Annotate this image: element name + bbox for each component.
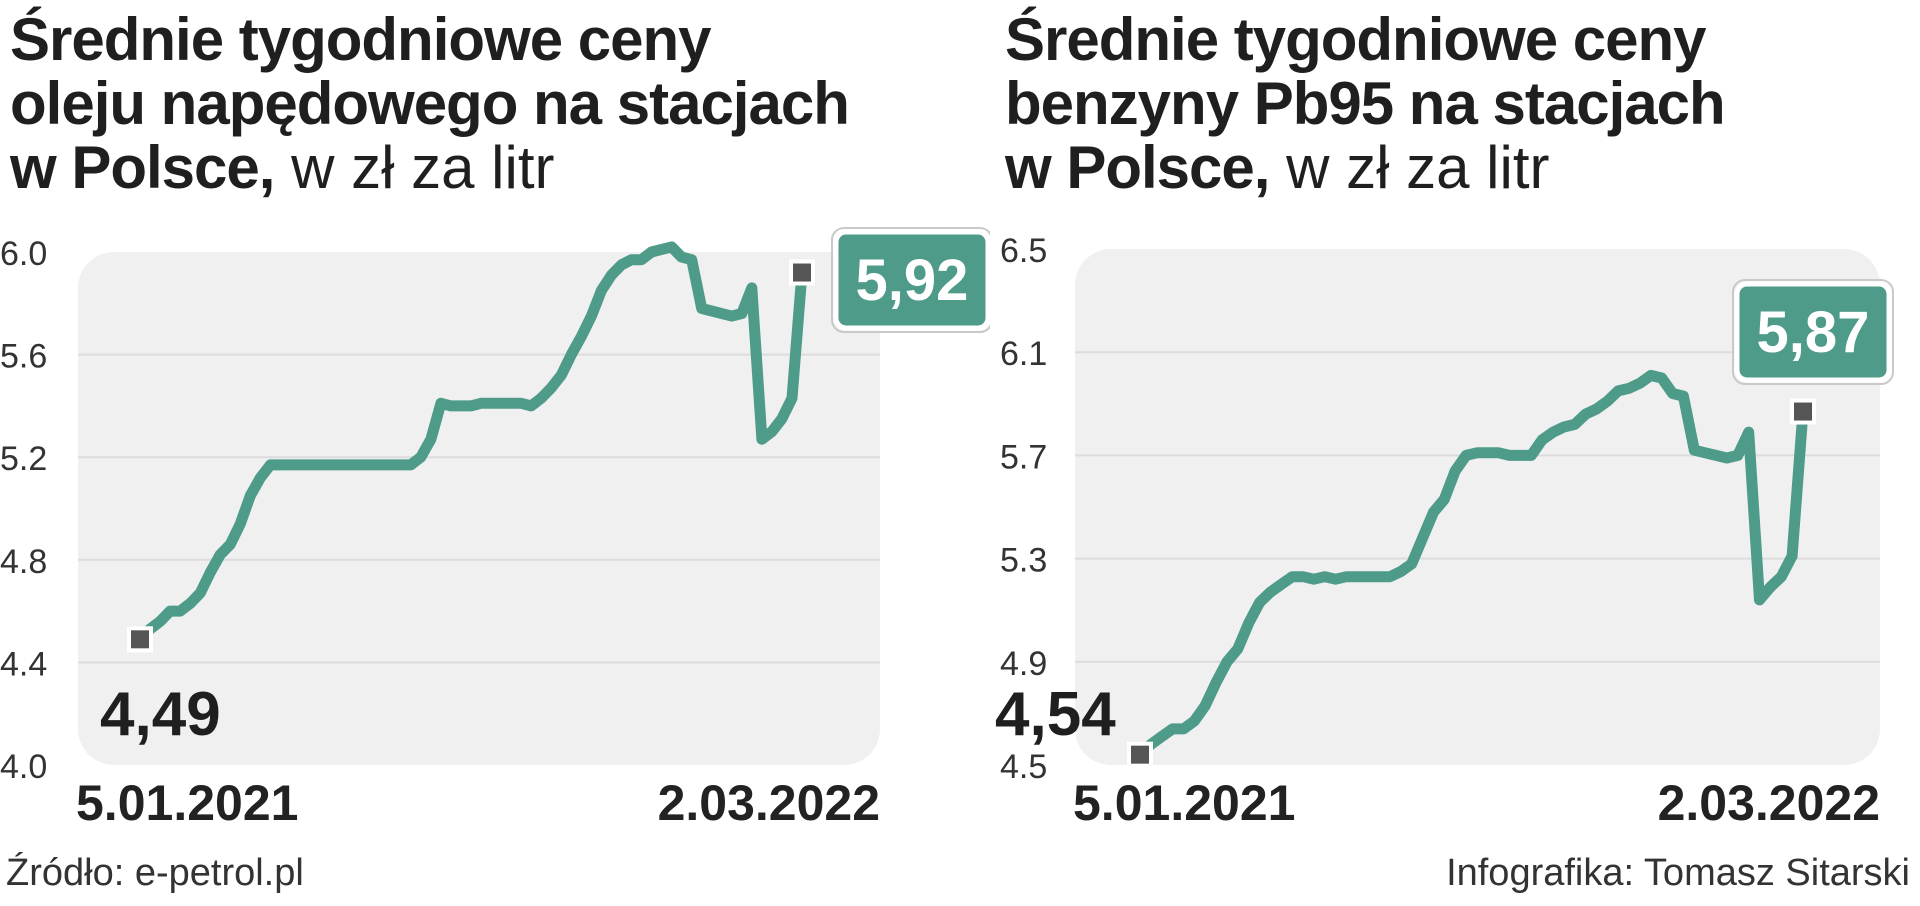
y-tick-label: 5.7	[1000, 438, 1047, 476]
plot-background	[78, 252, 880, 765]
start-value-label: 4,54	[995, 680, 1116, 749]
series-line	[134, 241, 808, 645]
end-value-badge-outline	[1732, 279, 1894, 385]
title-line-2: benzyny Pb95 na stacjach	[1005, 70, 1726, 137]
end-value-badge	[1734, 281, 1892, 383]
end-value-badge	[833, 229, 990, 331]
end-value-label: 5,92	[856, 248, 969, 313]
y-tick-label: 4.5	[1000, 748, 1047, 786]
y-tick-label: 4.8	[0, 543, 47, 581]
end-value-badge-outline	[831, 227, 990, 333]
title-line-1: Średnie tygodniowe ceny	[10, 6, 711, 73]
y-tick-label: 4.0	[0, 748, 47, 786]
title-line-3: w Polsce,	[10, 134, 275, 201]
x-end-label: 2.03.2022	[658, 775, 880, 831]
start-point-marker	[127, 626, 153, 653]
source-note: Źródło: e-petrol.pl	[6, 852, 304, 894]
y-tick-label: 6.1	[1000, 335, 1047, 373]
start-value-label: 4,49	[100, 680, 221, 749]
end-point-marker	[1790, 398, 1816, 425]
y-tick-label: 4.9	[1000, 645, 1047, 683]
x-end-label: 2.03.2022	[1658, 775, 1880, 831]
end-value-label: 5,87	[1757, 300, 1870, 365]
petrol-chart-title: Średnie tygodniowe ceny benzyny Pb95 na …	[1005, 6, 1726, 201]
diesel-price-line-chart: 4.0 4.4 4.8 5.2 5.6 6.0 5.01.2021 2.03.2022 4,49…	[0, 227, 990, 831]
title-unit: w zł za litr	[1269, 134, 1550, 201]
title-line-3: w Polsce,	[1005, 134, 1270, 201]
start-point-marker	[1127, 741, 1153, 768]
series-line	[1134, 369, 1809, 761]
credit-note: Infografika: Tomasz Sitarski	[1446, 852, 1910, 894]
petrol-price-line-chart: 4.5 4.9 5.3 5.7 6.1 6.5 5.01.2021 2.03.2022 4,54…	[995, 232, 1894, 831]
y-tick-label: 6.0	[0, 235, 47, 273]
end-point-marker	[789, 259, 815, 286]
x-start-label: 5.01.2021	[76, 775, 298, 831]
x-start-label: 5.01.2021	[1073, 775, 1295, 831]
title-line-1: Średnie tygodniowe ceny	[1005, 6, 1706, 73]
y-tick-label: 6.5	[1000, 232, 1047, 270]
y-tick-label: 5.2	[0, 440, 47, 478]
title-line-2: oleju napędowego na stacjach	[10, 70, 850, 137]
diesel-chart-panel: Średnie tygodniowe ceny oleju napędowego…	[0, 6, 990, 831]
plot-background	[1075, 249, 1880, 765]
y-tick-label: 5.6	[0, 338, 47, 376]
diesel-chart-title: Średnie tygodniowe ceny oleju napędowego…	[10, 6, 850, 201]
y-tick-label: 5.3	[1000, 542, 1047, 580]
y-tick-label: 4.4	[0, 645, 47, 683]
title-unit: w zł za litr	[274, 134, 555, 201]
petrol-chart-panel: Średnie tygodniowe ceny benzyny Pb95 na …	[995, 0, 1920, 906]
